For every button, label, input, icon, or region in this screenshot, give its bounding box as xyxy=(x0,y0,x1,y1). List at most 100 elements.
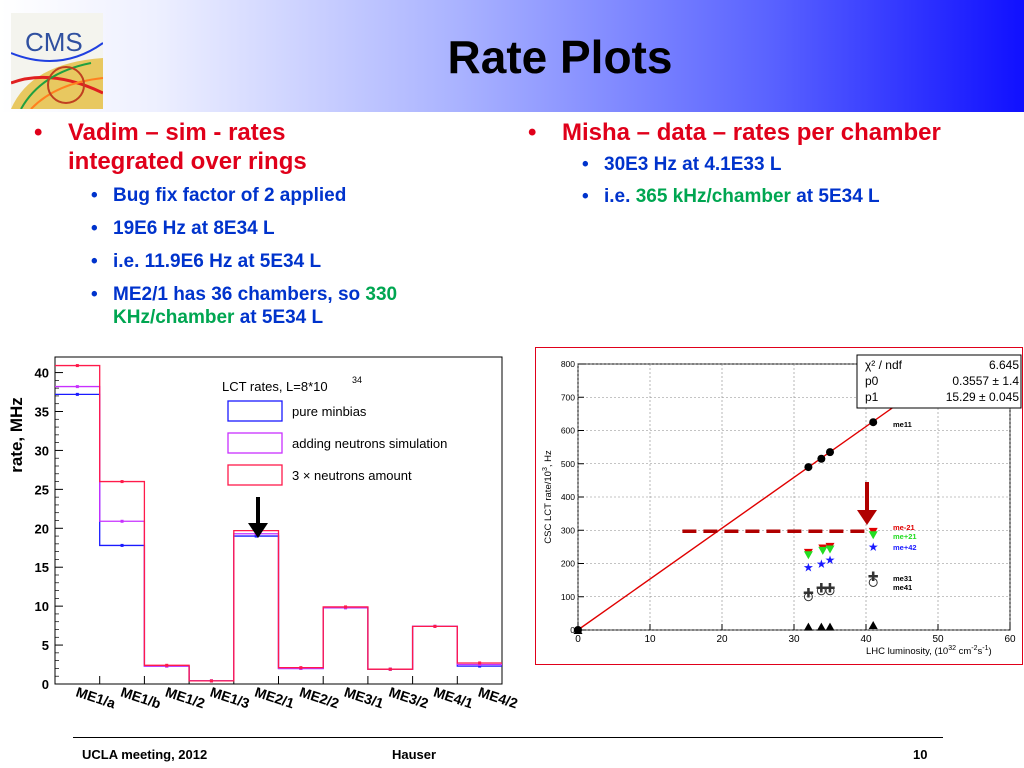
scatter-y-tick-label: 0 xyxy=(570,625,575,635)
left-bullet-4-pre: ME2/1 has 36 chambers, so xyxy=(113,284,361,305)
scatter-point xyxy=(868,621,878,630)
scatter-x-tick-label: 10 xyxy=(644,634,656,645)
scatter-point xyxy=(816,586,826,596)
scatter-x-axis-label: LHC luminosity, (1032 cm-2s-1) xyxy=(866,645,992,657)
scatter-point xyxy=(826,448,834,457)
right-bullet-1: • 30E3 Hz at 4.1E33 L xyxy=(582,153,1024,176)
bullet-marker: • xyxy=(91,218,98,239)
hist-bin-marker xyxy=(433,624,437,628)
hist-legend-swatch xyxy=(227,464,283,486)
right-heading-text: Misha – data – rates per chamber xyxy=(562,119,941,146)
hist-category-label: ME1/a xyxy=(74,684,118,712)
left-bullet-4-unit: KHz/chamber xyxy=(113,307,235,328)
hist-bin-marker xyxy=(120,519,124,523)
left-heading-line2: integrated over rings xyxy=(68,148,307,175)
hist-bin-marker xyxy=(120,480,124,484)
scatter-points: ★ ★★★✚ ✚✚✚ xyxy=(573,418,879,634)
hist-category-label: ME4/2 xyxy=(476,684,520,712)
footer-page-number: 10 xyxy=(913,747,928,762)
hist-category-label: ME2/2 xyxy=(298,684,342,712)
fit-stats-box: χ² / ndf 6.645 p0 0.3557 ± 1.4 p1 15.29 ± 0.0… xyxy=(856,354,1022,409)
bullet-marker: • xyxy=(91,251,98,272)
hist-y-tick-label: 10 xyxy=(35,599,49,614)
right-bullet-1-text: 30E3 Hz at 4.1E33 L xyxy=(604,154,782,175)
hist-bin-marker xyxy=(344,605,348,609)
fit-stat-label: p1 xyxy=(865,390,879,404)
scatter-point: ★ xyxy=(803,560,814,574)
scatter-point xyxy=(818,546,828,555)
scatter-series-label: me+21 xyxy=(893,532,917,541)
hist-bin-marker xyxy=(388,667,392,671)
scatter-x-tick-label: 0 xyxy=(575,634,581,645)
hist-category-label: ME1/3 xyxy=(208,684,252,712)
scatter-arrow-icon xyxy=(857,482,877,525)
hist-bin-marker xyxy=(75,364,79,368)
left-heading: • Vadim – sim - rates integrated over ri… xyxy=(34,118,508,176)
scatter-y-tick-label: 300 xyxy=(561,525,575,535)
hist-y-tick-label: 15 xyxy=(35,560,49,575)
hist-y-tick-label: 30 xyxy=(35,443,49,458)
scatter-y-tick-label: 600 xyxy=(561,426,575,436)
scatter-y-tick-label: 400 xyxy=(561,492,575,502)
scatter-y-tick-label: 500 xyxy=(561,459,575,469)
hist-y-tick-label: 35 xyxy=(35,405,49,420)
hist-y-tick-label: 5 xyxy=(42,638,49,653)
hist-legend-label: 3 × neutrons amount xyxy=(292,468,412,483)
footer-left: UCLA meeting, 2012 xyxy=(82,747,208,762)
left-bullet-list: • Vadim – sim - rates integrated over ri… xyxy=(34,118,508,329)
hist-category-label: ME3/1 xyxy=(342,684,386,712)
hist-y-tick-label: 25 xyxy=(35,482,49,497)
scatter-fit-line xyxy=(577,400,903,631)
hist-legend-swatch xyxy=(227,400,283,422)
right-bullet-2-post: at 5E34 L xyxy=(796,186,880,207)
left-bullet-4-num: 330 xyxy=(365,284,398,305)
scatter-series-label: me-21 xyxy=(893,523,915,532)
bullet-marker: • xyxy=(582,186,589,207)
scatter-series-label: me+42 xyxy=(893,543,917,552)
hist-bin-marker xyxy=(299,666,303,670)
scatter-x-tick-label: 20 xyxy=(716,634,728,645)
hist-category-labels: ME1/a ME1/b ME1/2 ME1/3 ME2/1 ME2/2 ME3/1 ME3/2… xyxy=(74,684,520,712)
bullet-marker: • xyxy=(34,119,43,146)
hist-category-label: ME1/b xyxy=(119,684,163,712)
left-bullet-3-text: i.e. 11.9E6 Hz at 5E34 L xyxy=(113,251,322,272)
scatter-point: ✚ xyxy=(868,569,879,584)
bullet-marker: • xyxy=(582,154,589,175)
hist-category-label: ME2/1 xyxy=(253,684,297,712)
scatter-x-tick-label: 40 xyxy=(860,634,872,645)
scatter-point xyxy=(816,622,826,631)
scatter-point xyxy=(825,586,835,596)
scatter-point xyxy=(817,454,826,463)
hist-y-tick-label: 40 xyxy=(35,366,49,381)
hist-bin-marker xyxy=(209,679,213,683)
scatter-point xyxy=(869,418,878,427)
hist-series xyxy=(55,364,502,683)
scatter-x-tick-label: 60 xyxy=(1004,634,1016,645)
hist-y-axis-label: rate, MHz xyxy=(7,397,26,473)
cms-logo: CMS xyxy=(10,13,104,110)
hist-bin-marker xyxy=(478,663,482,667)
scatter-point: ★ xyxy=(868,540,879,554)
hist-series-line xyxy=(55,364,502,682)
fit-stat-value: 15.29 ± 0.045 xyxy=(946,390,1020,404)
hist-bin-marker xyxy=(478,661,482,665)
hist-y-tick-label: 0 xyxy=(42,677,49,692)
scatter-point xyxy=(825,622,835,631)
scatter-point xyxy=(868,577,878,587)
right-bullet-list: • Misha – data – rates per chamber • 30E… xyxy=(528,118,1024,208)
left-bullet-2-text: 19E6 Hz at 8E34 L xyxy=(113,218,275,239)
left-bullet-3: • i.e. 11.9E6 Hz at 5E34 L xyxy=(91,250,553,273)
hist-category-label: ME1/2 xyxy=(163,684,207,712)
bullet-marker: • xyxy=(528,119,537,146)
left-bullet-1: • Bug fix factor of 2 applied xyxy=(91,184,553,207)
bullet-marker: • xyxy=(91,284,98,305)
scatter-point xyxy=(804,463,813,472)
hist-bin-marker xyxy=(165,663,169,667)
scatter-point xyxy=(803,592,813,602)
hist-legend-label: pure minbias xyxy=(292,404,367,419)
left-bullet-1-text: Bug fix factor of 2 applied xyxy=(113,185,347,206)
scatter-y-axis-label: CSC LCT rate/103, Hz xyxy=(542,450,554,544)
page-title: Rate Plots xyxy=(447,31,673,83)
fit-stat-label: p0 xyxy=(865,374,879,388)
